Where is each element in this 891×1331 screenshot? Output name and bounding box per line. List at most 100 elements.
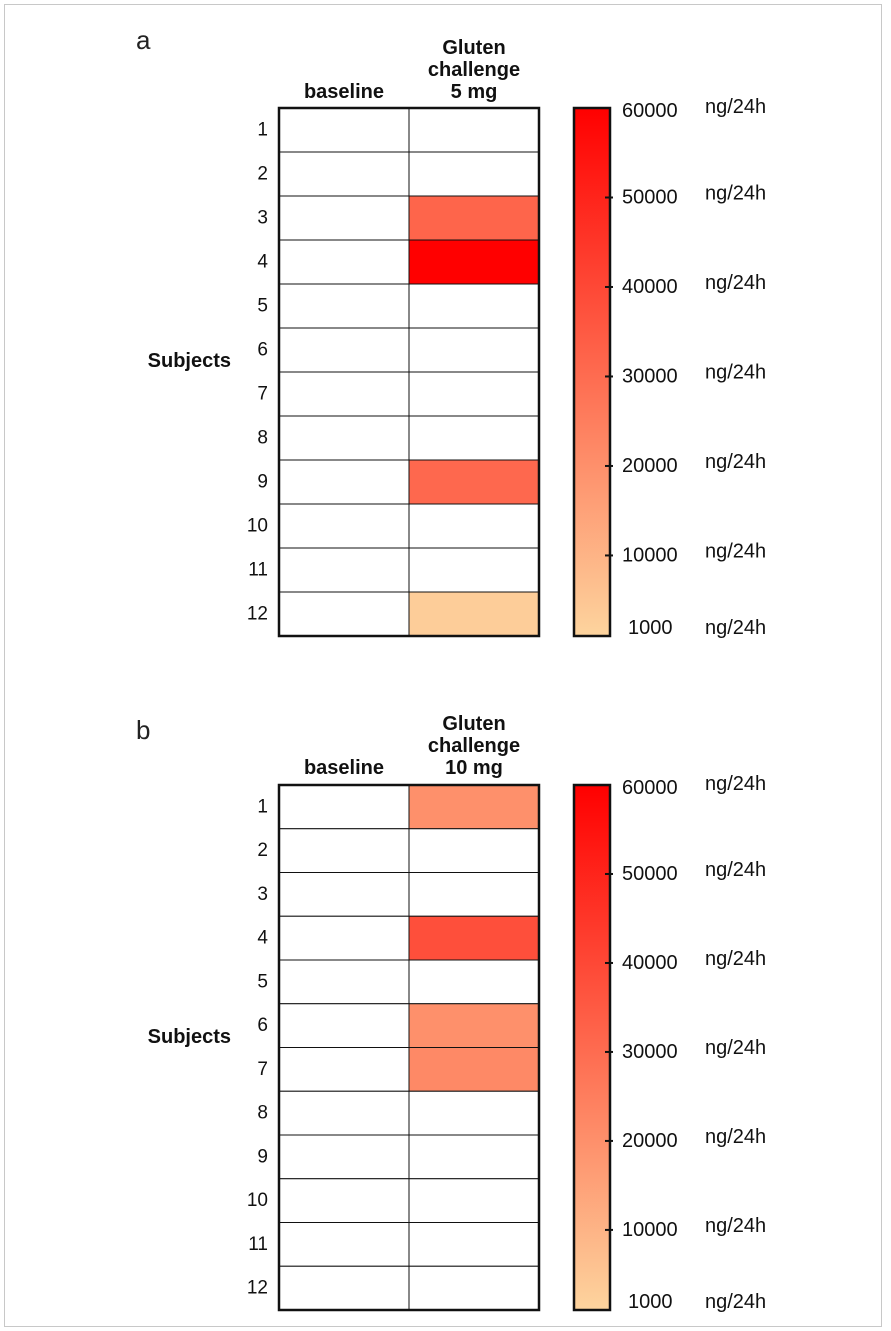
colorbar-tick-label: 40000: [622, 952, 678, 974]
heatmap-cell: [278, 107, 410, 153]
row-label: 7: [257, 384, 268, 405]
heatmap-cell: [408, 239, 540, 285]
heatmap-cell: [408, 1178, 540, 1223]
heatmap-cell: [278, 239, 410, 285]
column-header: challenge: [428, 59, 520, 81]
row-label: 4: [257, 928, 268, 949]
heatmap-cell: [278, 1047, 410, 1092]
row-label: 6: [257, 1015, 268, 1036]
colorbar-tick-label: 60000: [622, 777, 678, 799]
row-label: 11: [248, 1234, 268, 1255]
panel-label: b: [136, 715, 150, 745]
colorbar-tick-label: 20000: [622, 1130, 678, 1152]
heatmap-cell: [408, 1003, 540, 1048]
row-label: 2: [257, 164, 268, 185]
column-header: baseline: [304, 81, 384, 103]
colorbar-unit-label: ng/24h: [705, 1291, 766, 1313]
grid-border: [277, 783, 541, 1312]
colorbar-tick-label: 50000: [622, 863, 678, 885]
row-label: 10: [247, 516, 268, 537]
heatmap-cell: [408, 195, 540, 241]
colorbar-unit-label: ng/24h: [705, 1037, 766, 1059]
heatmap-cell: [278, 872, 410, 917]
heatmap-cell: [278, 1134, 410, 1180]
heatmap-cell: [408, 915, 540, 961]
heatmap-cell: [408, 1090, 540, 1136]
row-label: 8: [257, 428, 268, 449]
colorbar-tick-label: 1000: [628, 617, 673, 639]
row-label: 1: [257, 120, 268, 141]
colorbar-unit-label: ng/24h: [705, 182, 766, 204]
heatmap-cell: [278, 371, 410, 417]
column-header: 5 mg: [451, 81, 498, 103]
heatmap-cell: [408, 459, 540, 505]
row-label: 4: [257, 252, 268, 273]
heatmap-cell: [408, 828, 540, 873]
row-label: 9: [257, 1146, 268, 1167]
heatmap-cell: [408, 503, 540, 549]
colorbar-tick-label: 1000: [628, 1291, 673, 1313]
colorbar-unit-label: ng/24h: [705, 540, 766, 562]
column-header: baseline: [304, 757, 384, 779]
colorbar-unit-label: ng/24h: [705, 96, 766, 118]
column-header: Gluten: [442, 37, 505, 59]
heatmap-cell: [278, 591, 410, 637]
row-label: 12: [247, 1278, 268, 1299]
colorbar-unit-label: ng/24h: [705, 451, 766, 473]
column-header: 10 mg: [445, 757, 503, 779]
heatmap-cell: [278, 195, 410, 241]
row-label: 5: [257, 296, 268, 317]
heatmap-cell: [278, 459, 410, 505]
colorbar-tick-label: 40000: [622, 276, 678, 298]
heatmap-cell: [278, 1265, 410, 1311]
heatmap-cell: [278, 1178, 410, 1223]
heatmap-cell: [278, 828, 410, 873]
colorbar-tick-label: 20000: [622, 455, 678, 477]
colorbar-tick-label: 10000: [622, 544, 678, 566]
heatmap-cell: [408, 107, 540, 153]
heatmap-cell: [278, 1090, 410, 1136]
heatmap-cell: [278, 151, 410, 197]
heatmap-cell: [408, 327, 540, 373]
heatmap-cell: [278, 784, 410, 830]
colorbar: [572, 783, 612, 1312]
colorbar-unit-label: ng/24h: [705, 1215, 766, 1237]
row-label: 8: [257, 1103, 268, 1124]
row-label: 5: [257, 971, 268, 992]
colorbar-unit-label: ng/24h: [705, 272, 766, 294]
row-axis-label: Subjects: [148, 1026, 231, 1048]
heatmap-cell: [408, 1265, 540, 1311]
colorbar-unit-label: ng/24h: [705, 1126, 766, 1148]
colorbar-unit-label: ng/24h: [705, 617, 766, 639]
row-label: 2: [257, 840, 268, 861]
row-label: 10: [247, 1190, 268, 1211]
row-label: 3: [257, 884, 268, 905]
heatmap-cell: [278, 283, 410, 329]
colorbar-tick-label: 30000: [622, 365, 678, 387]
row-label: 7: [257, 1059, 268, 1080]
colorbar-tick-label: 30000: [622, 1041, 678, 1063]
heatmap-cell: [408, 872, 540, 917]
heatmap-cell: [408, 151, 540, 197]
colorbar: [572, 106, 612, 638]
row-label: 3: [257, 208, 268, 229]
heatmap-cell: [278, 415, 410, 461]
grid-border: [277, 106, 541, 638]
row-label: 12: [247, 604, 268, 625]
heatmap-cell: [408, 1047, 540, 1092]
row-label: 1: [257, 796, 268, 817]
heatmap-cell: [408, 371, 540, 417]
row-label: 11: [248, 560, 268, 581]
heatmap-cell: [408, 547, 540, 593]
heatmap-cell: [408, 959, 540, 1005]
heatmap-cell: [408, 415, 540, 461]
panel-label: a: [136, 25, 151, 55]
heatmap-cell: [408, 591, 540, 637]
colorbar-unit-label: ng/24h: [705, 773, 766, 795]
row-label: 6: [257, 340, 268, 361]
row-axis-label: Subjects: [148, 350, 231, 372]
heatmap-cell: [278, 959, 410, 1005]
colorbar-tick-label: 60000: [622, 100, 678, 122]
colorbar-unit-label: ng/24h: [705, 859, 766, 881]
